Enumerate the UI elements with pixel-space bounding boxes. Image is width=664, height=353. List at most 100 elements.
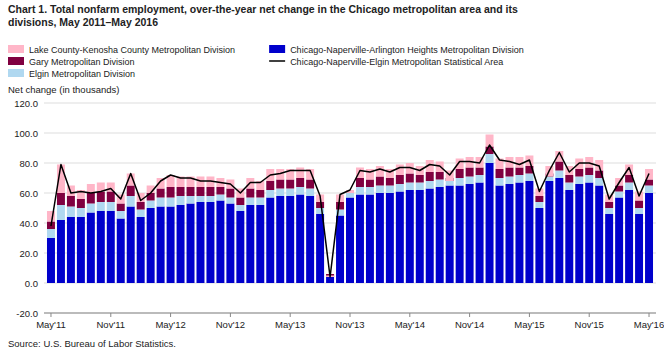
bar (336, 202, 344, 210)
bar (476, 183, 484, 284)
bar (107, 183, 115, 192)
bar (137, 210, 145, 218)
bar (157, 198, 165, 207)
bar (226, 189, 234, 198)
bar (505, 177, 513, 185)
bar-series (47, 154, 653, 276)
bar (585, 168, 593, 176)
bar (625, 190, 633, 283)
y-tick-label: 120.0 (14, 98, 38, 109)
bar (466, 168, 474, 177)
bar (356, 195, 364, 284)
x-tick-label: May'12 (155, 319, 185, 330)
bar (615, 198, 623, 284)
bar (456, 178, 464, 186)
bar (187, 196, 195, 204)
bar (635, 201, 643, 209)
bar (486, 163, 494, 283)
x-tick (230, 313, 231, 317)
bar (256, 205, 264, 283)
bar (226, 198, 234, 204)
bar (595, 178, 603, 186)
bar (57, 220, 65, 283)
x-tick (350, 313, 351, 317)
source: Source: U.S. Bureau of Labor Statistics. (8, 338, 176, 349)
bar (575, 177, 583, 185)
bar (296, 195, 304, 284)
bar (127, 207, 135, 284)
legend-label: Gary Metropolitan Division (29, 57, 135, 67)
x-tick (529, 313, 530, 317)
bar (396, 192, 404, 284)
x-tick-label: Nov'11 (96, 319, 125, 330)
bar (276, 180, 284, 189)
bar (127, 196, 135, 207)
bar (206, 187, 214, 196)
bar (246, 205, 254, 283)
bar (426, 172, 434, 181)
bar (256, 198, 264, 206)
y-tick-label: 100.0 (14, 128, 38, 139)
bar (496, 186, 504, 284)
bar (436, 187, 444, 283)
bar (157, 207, 165, 284)
bar (77, 217, 85, 283)
bar (236, 205, 244, 211)
bar (157, 189, 165, 198)
bar (187, 187, 195, 196)
x-tick-label: May'13 (275, 319, 305, 330)
bar (187, 204, 195, 284)
bar (286, 180, 294, 189)
bar (366, 195, 374, 284)
bar (57, 193, 65, 205)
bar (246, 198, 254, 206)
bar (456, 169, 464, 178)
bar (565, 175, 573, 183)
legend-label: Lake County-Kenosha County Metropolitan … (29, 45, 235, 55)
bar (645, 186, 653, 194)
bar (266, 190, 274, 198)
x-tick (409, 313, 410, 317)
bar (177, 187, 185, 196)
bar (396, 184, 404, 192)
title: Chart 1. Total nonfarm employment, over-… (8, 3, 518, 15)
bar-series (47, 147, 653, 278)
legend-label: Chicago-Naperville-Elgin Metropolitan St… (290, 57, 503, 67)
bar (386, 178, 394, 186)
x-tick-label: Nov'13 (335, 319, 364, 330)
bar (515, 168, 523, 176)
y-axis-label: Net change (in thousands) (8, 84, 119, 95)
x-tick-label: May'15 (514, 319, 544, 330)
x-tick (50, 313, 51, 317)
bar (266, 198, 274, 284)
bar (296, 187, 304, 195)
bar (575, 184, 583, 283)
y-tick-label: 40.0 (20, 218, 39, 229)
bar (246, 189, 254, 198)
bar (206, 202, 214, 283)
bar (306, 180, 314, 189)
bar (137, 217, 145, 283)
bar (117, 219, 125, 284)
bar (376, 166, 384, 177)
bar (117, 211, 125, 219)
bar (266, 181, 274, 190)
bar (476, 168, 484, 176)
bar (565, 183, 573, 191)
bar (356, 178, 364, 187)
bar (476, 175, 484, 183)
bar (436, 180, 444, 188)
bar (416, 175, 424, 183)
bar (416, 183, 424, 191)
bar (416, 190, 424, 283)
bar (595, 186, 603, 284)
y-tick-label: -20.0 (16, 308, 38, 319)
bar (296, 178, 304, 187)
bar-series (47, 135, 653, 278)
bar (276, 196, 284, 283)
x-tick (110, 313, 111, 317)
bar (605, 202, 613, 208)
bar (236, 211, 244, 283)
bar (376, 193, 384, 283)
total-line (51, 145, 649, 277)
